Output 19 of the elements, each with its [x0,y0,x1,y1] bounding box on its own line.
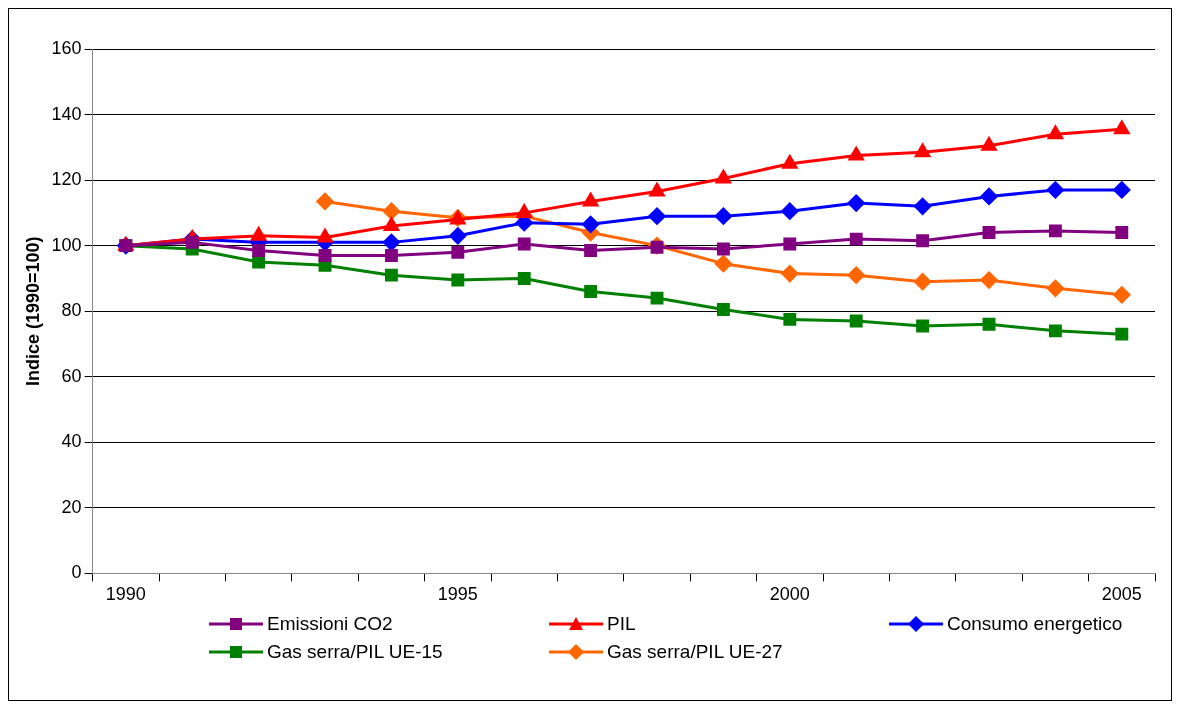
x-tick-label: 2005 [1101,584,1142,605]
legend-label: Gas serra/PIL UE-15 [267,641,443,663]
y-tick-label: 80 [61,300,82,321]
legend-label: Emissioni CO2 [267,613,393,635]
y-tick-label: 60 [61,365,82,386]
y-tick-label: 160 [51,37,82,58]
legend-label: Gas serra/PIL UE-27 [607,641,783,663]
y-tick-label: 100 [51,234,82,255]
y-tick-label: 140 [51,103,82,124]
y-tick-label: 40 [61,431,82,452]
x-tick-label: 1990 [105,584,146,605]
y-tick-label: 20 [61,496,82,517]
legend-label: PIL [607,613,636,635]
y-tick-label: 0 [71,562,82,583]
y-axis-title: Indice (1990=100) [22,236,43,386]
legend-label: Consumo energetico [947,613,1123,635]
x-tick-label: 1995 [437,584,478,605]
x-tick-label: 2000 [769,584,810,605]
y-tick-label: 120 [51,169,82,190]
